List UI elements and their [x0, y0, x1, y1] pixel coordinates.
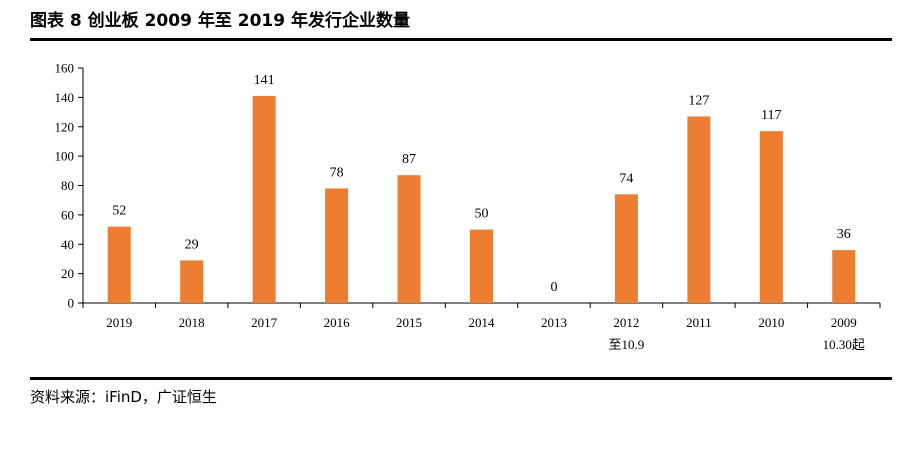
bar: [832, 250, 856, 303]
data-label: 127: [688, 93, 709, 108]
y-tick-label: 80: [61, 178, 74, 193]
y-tick-label: 20: [61, 266, 74, 281]
data-label: 78: [330, 165, 344, 180]
chart-title: 图表 8 创业板 2009 年至 2019 年发行企业数量: [30, 11, 410, 31]
data-label: 0: [550, 280, 557, 295]
top-rule: [30, 38, 892, 41]
bar: [759, 131, 783, 303]
bar: [687, 116, 711, 303]
bar: [614, 194, 638, 303]
x-category-label: 2015: [396, 315, 422, 330]
bar: [397, 175, 421, 303]
y-tick-label: 120: [55, 119, 75, 134]
y-tick-label: 0: [68, 296, 75, 311]
x-category-label: 10.30起: [823, 337, 865, 352]
x-category-label: 2012: [613, 315, 639, 330]
y-tick-label: 140: [55, 90, 75, 105]
x-category-label: 2016: [324, 315, 351, 330]
data-label: 29: [185, 237, 199, 252]
data-label: 87: [402, 152, 416, 167]
y-tick-label: 60: [61, 207, 74, 222]
bottom-rule: [30, 377, 892, 380]
y-tick-label: 160: [55, 61, 75, 76]
data-label: 117: [761, 108, 781, 123]
x-category-label: 2011: [686, 315, 712, 330]
data-label: 52: [112, 204, 126, 219]
x-category-label: 2019: [106, 315, 132, 330]
y-tick-label: 100: [55, 149, 75, 164]
bar: [252, 95, 276, 303]
bar: [470, 229, 493, 303]
y-tick-label: 40: [61, 237, 74, 252]
x-category-label: 2009: [831, 315, 857, 330]
x-category-label: 2010: [758, 315, 784, 330]
bar: [325, 188, 349, 303]
bar: [180, 260, 204, 303]
source-note: 资料来源：iFinD，广证恒生: [30, 388, 217, 406]
x-category-label: 2018: [179, 315, 205, 330]
data-label: 50: [475, 207, 489, 222]
x-category-label: 2014: [469, 315, 496, 330]
x-category-label: 2013: [541, 315, 567, 330]
data-label: 36: [837, 227, 851, 242]
x-category-label: 至10.9: [609, 337, 645, 352]
bar: [107, 226, 131, 303]
x-category-label: 2017: [251, 315, 278, 330]
data-label: 74: [619, 171, 633, 186]
data-label: 141: [254, 73, 275, 88]
